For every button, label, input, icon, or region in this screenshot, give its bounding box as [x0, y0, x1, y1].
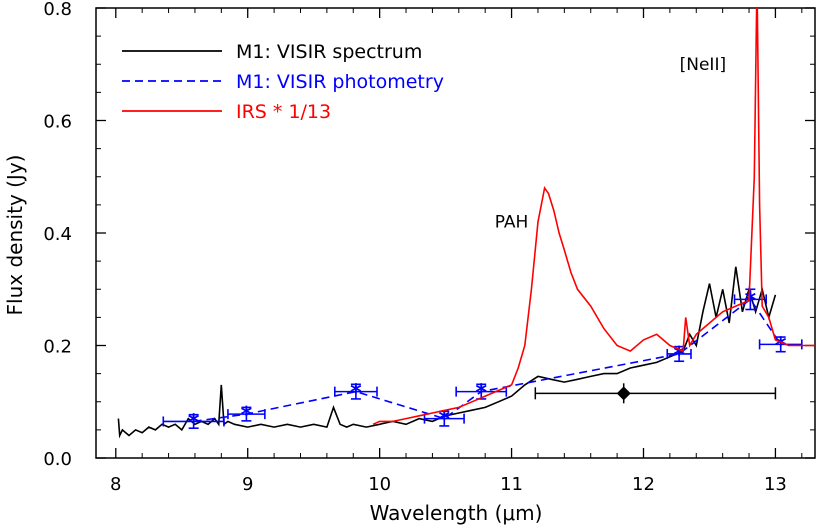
photometry-point: * [758, 333, 803, 358]
x-axis-label: Wavelength (μm) [370, 501, 543, 525]
legend: M1: VISIR spectrum M1: VISIR photometry IR… [122, 41, 444, 123]
legend-label: IRS * 1/13 [236, 101, 331, 123]
photometry-point: * [333, 381, 378, 406]
y-tick-label: 0.2 [43, 337, 72, 358]
y-tick-label: 0.8 [43, 0, 72, 20]
y-tick-label: 0.6 [43, 112, 72, 133]
photometry-star-marker: * [439, 408, 451, 433]
photometry-star-marker: * [745, 288, 757, 313]
photometry-star-marker: * [241, 403, 253, 428]
photometry-star-marker: * [775, 333, 787, 358]
photometry-star-marker: * [673, 343, 685, 368]
visir-photometry-line [193, 298, 782, 423]
x-tick-label: 11 [500, 474, 523, 495]
photometry-point: * [162, 410, 225, 435]
photometry-point: * [227, 403, 266, 428]
irs-spectrum-line [372, 8, 815, 426]
x-tick-label: 13 [764, 474, 787, 495]
photometry-star-marker: * [350, 381, 362, 406]
extra-errorbar-point [534, 383, 777, 404]
x-tick-label: 8 [110, 474, 121, 495]
y-axis-label: Flux density (Jy) [3, 155, 27, 316]
legend-label: M1: VISIR photometry [236, 71, 444, 93]
y-tick-label: 0.0 [43, 449, 72, 470]
legend-label: M1: VISIR spectrum [236, 41, 422, 63]
photometry-point: * [423, 408, 465, 433]
x-tick-label: 10 [368, 474, 391, 495]
series-layer: * * * * * * * * [117, 8, 815, 439]
photometry-star-marker: * [188, 410, 200, 435]
axes: Wavelength (μm) Flux density (Jy) 8 9 10 11… [3, 0, 815, 525]
photometry-point: * [666, 343, 692, 368]
annotations: PAH [NeII] [495, 55, 726, 233]
y-tick-label: 0.4 [43, 224, 72, 245]
annotation-label: PAH [495, 212, 529, 232]
x-tick-label: 12 [632, 474, 655, 495]
x-tick-label: 9 [242, 474, 253, 495]
diamond-marker [616, 386, 631, 401]
photometry-star-marker: * [475, 381, 487, 406]
photometry-point: * [733, 288, 767, 313]
annotation-label: [NeII] [680, 55, 726, 75]
